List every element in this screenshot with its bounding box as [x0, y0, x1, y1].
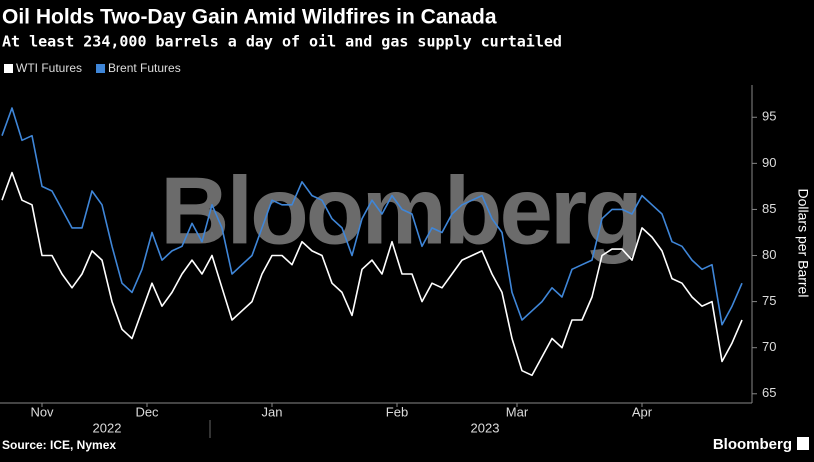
chart-subtitle: At least 234,000 barrels a day of oil an…: [2, 33, 562, 51]
x-tick-label: Jan: [262, 404, 283, 419]
legend-swatch: [96, 64, 106, 73]
y-tick-label: 70: [762, 339, 776, 354]
x-tick-label: Dec: [135, 404, 159, 419]
x-tick-label: Apr: [632, 404, 653, 419]
x-tick-label: Nov: [30, 404, 54, 419]
legend-label: Brent Futures: [108, 61, 181, 75]
series-line: [1, 171, 743, 377]
x-tick-label: Mar: [506, 404, 529, 419]
legend-swatch: [4, 64, 13, 73]
legend-label: WTI Futures: [16, 61, 82, 75]
y-tick-label: 95: [762, 109, 776, 124]
logo: Bloomberg: [713, 436, 792, 453]
watermark: Bloomberg: [160, 157, 640, 264]
y-tick-label: 90: [762, 155, 776, 170]
source: Source: ICE, Nymex: [2, 438, 116, 452]
y-axis-label: Dollars per Barrel: [795, 189, 811, 298]
chart-title: Oil Holds Two-Day Gain Amid Wildfires in…: [2, 6, 497, 29]
y-tick-label: 65: [762, 385, 776, 400]
x-group-label: 2023: [471, 420, 500, 435]
y-tick-label: 80: [762, 247, 776, 262]
y-tick-label: 75: [762, 293, 776, 308]
logo-icon: [797, 437, 809, 450]
x-group-label: 2022: [93, 420, 122, 435]
y-tick-label: 85: [762, 201, 776, 216]
x-tick-label: Feb: [386, 404, 408, 419]
series-line: [1, 107, 743, 326]
